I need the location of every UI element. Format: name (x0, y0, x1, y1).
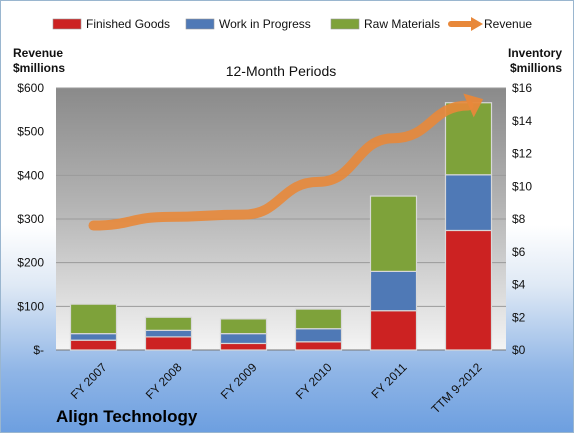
category-label: FY 2008 (143, 360, 185, 402)
revenue-line (88, 93, 484, 231)
category-label: FY 2007 (68, 360, 110, 402)
revenue-arrowhead (463, 93, 484, 118)
left-axis-title: $millions (13, 61, 65, 75)
category-label: FY 2011 (368, 360, 409, 401)
right-axis-title: $millions (510, 61, 562, 75)
left-tick-label: $300 (17, 212, 44, 226)
legend-label: Raw Materials (364, 17, 440, 31)
bar-raw-materials (444, 102, 493, 176)
left-tick-label: $- (33, 343, 44, 357)
bar-finished-goods (444, 229, 493, 351)
bar-raw-materials (219, 318, 268, 335)
bar-finished-goods (219, 342, 268, 351)
left-tick-label: $100 (17, 299, 44, 313)
legend: Finished Goods Work in Progress Raw Materi… (52, 17, 532, 31)
bar-raw-materials (69, 303, 118, 335)
bar-finished-goods (369, 310, 418, 351)
company-name: Align Technology (56, 407, 198, 426)
bar-raw-materials (294, 308, 343, 330)
bar-finished-goods (69, 339, 118, 351)
legend-swatch (330, 18, 360, 30)
legend-swatch (52, 18, 82, 30)
left-tick-label: $200 (17, 256, 44, 270)
right-tick-label: $16 (512, 81, 532, 95)
left-tick-label: $600 (17, 81, 44, 95)
left-tick-label: $400 (17, 168, 44, 182)
legend-swatch (185, 18, 215, 30)
right-tick-label: $10 (512, 179, 532, 193)
category-label: FY 2010 (293, 360, 335, 402)
right-tick-label: $2 (512, 310, 526, 324)
bars (69, 102, 493, 351)
bar-raw-materials (144, 316, 193, 331)
category-label: TTM 9-2012 (429, 360, 485, 416)
bar-work-in-progress (369, 270, 418, 312)
right-tick-label: $14 (512, 114, 532, 128)
left-axis-title: Revenue (13, 46, 63, 60)
right-tick-label: $0 (512, 343, 526, 357)
bar-finished-goods (294, 341, 343, 351)
bar-work-in-progress (144, 329, 193, 338)
right-axis-title: Inventory (508, 46, 562, 60)
bar-work-in-progress (444, 174, 493, 232)
legend-label: Work in Progress (219, 17, 311, 31)
bar-work-in-progress (69, 333, 118, 341)
category-label: FY 2009 (218, 360, 260, 402)
right-tick-label: $4 (512, 278, 526, 292)
left-tick-label: $500 (17, 125, 44, 139)
bar-work-in-progress (219, 333, 268, 345)
right-tick-label: $6 (512, 245, 526, 259)
bar-work-in-progress (294, 328, 343, 343)
right-tick-label: $8 (512, 212, 526, 226)
bar-finished-goods (144, 336, 193, 351)
chart-subtitle: 12-Month Periods (226, 63, 337, 79)
bar-raw-materials (369, 195, 418, 272)
right-tick-label: $12 (512, 147, 532, 161)
legend-label: Revenue (484, 17, 532, 31)
legend-arrowhead (471, 17, 483, 31)
legend-label: Finished Goods (86, 17, 170, 31)
revenue-line-path (88, 100, 474, 231)
